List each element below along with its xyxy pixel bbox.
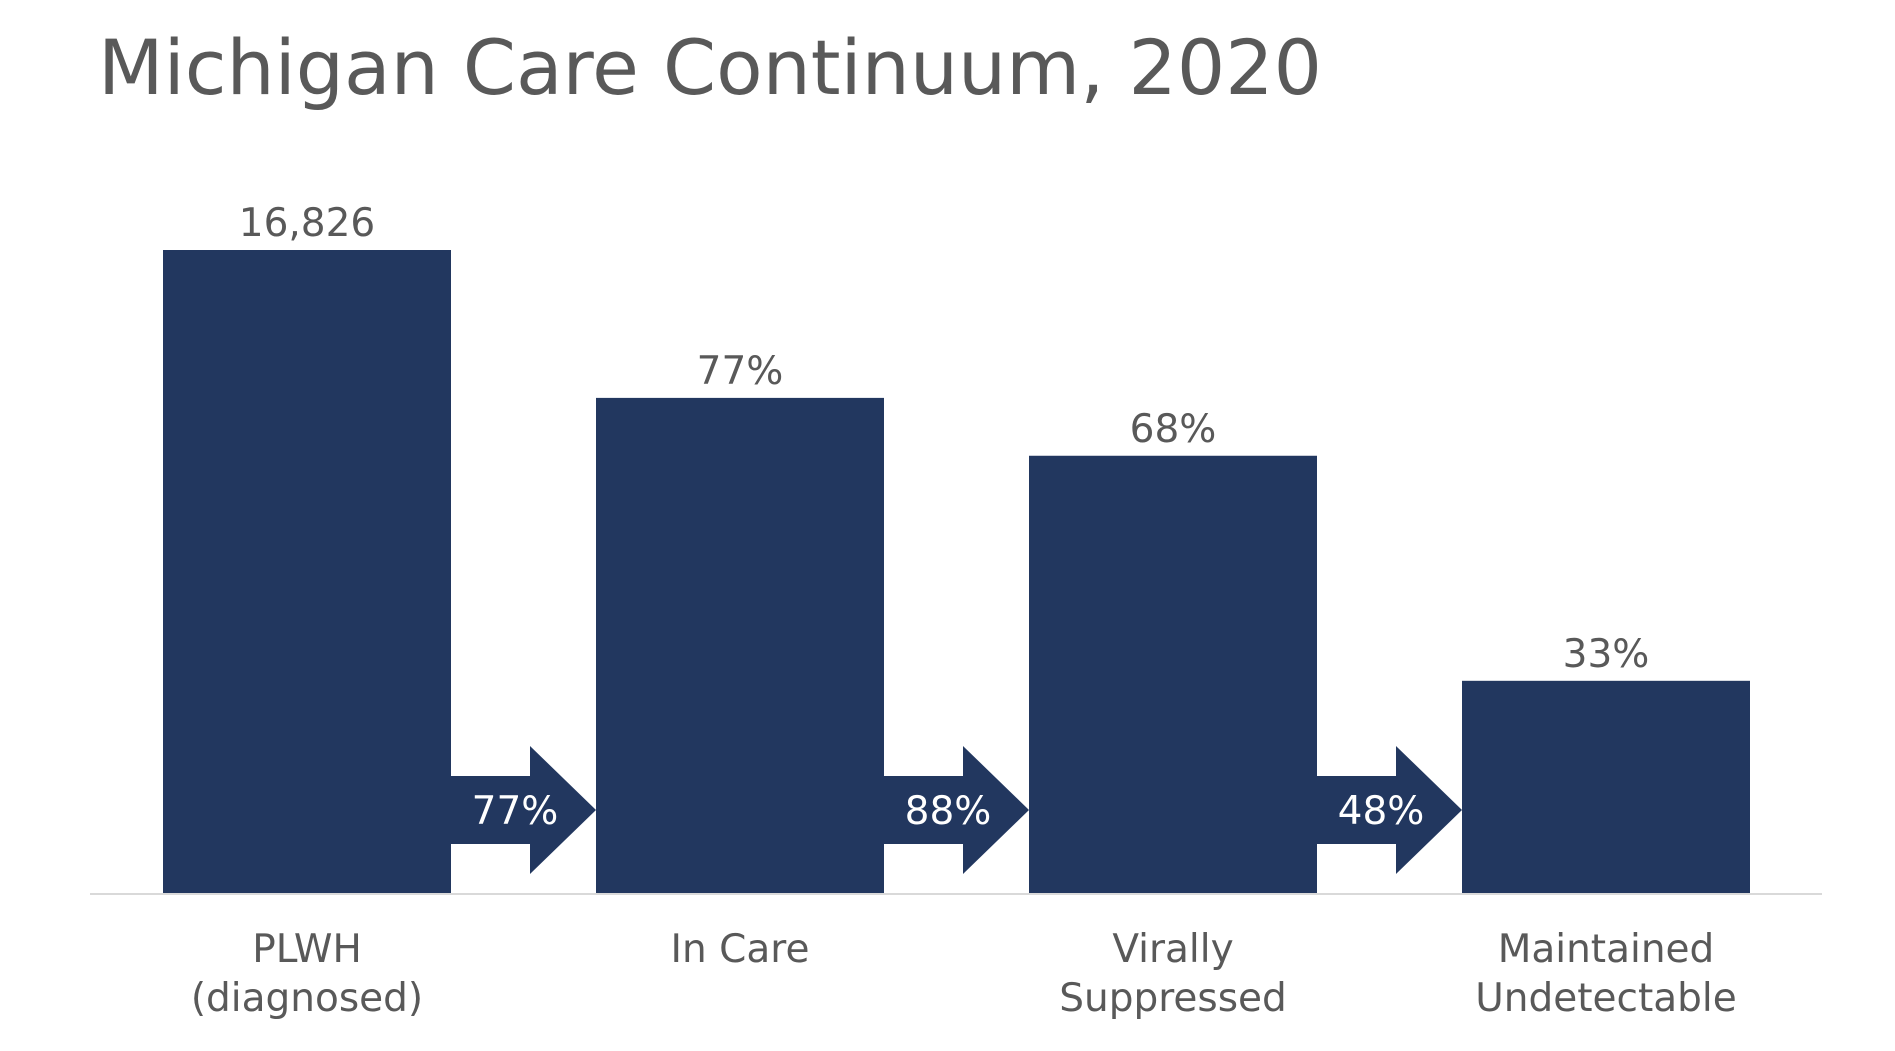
bar-value-label: 16,826 (239, 201, 375, 246)
bar (1462, 680, 1750, 893)
step-arrow-label: 77% (472, 789, 559, 834)
step-arrow (884, 746, 1029, 874)
bar (163, 250, 451, 893)
bars-layer (163, 250, 1750, 893)
category-label: Undetectable (1475, 976, 1737, 1021)
labels-layer: 16,826 PLWH(diagnosed) 77% In Care 68% Virall… (191, 201, 1737, 1021)
category-label: In Care (671, 927, 810, 972)
bar-value-label: 68% (1130, 407, 1217, 452)
category-label: PLWH (252, 927, 362, 972)
category-label: Virally (1112, 927, 1233, 972)
bar-value-label: 77% (697, 349, 784, 394)
category-label: (diagnosed) (191, 976, 423, 1021)
step-arrow (451, 746, 596, 874)
bar (1029, 455, 1317, 893)
step-arrow-label: 88% (905, 789, 992, 834)
chart-title: Michigan Care Continuum, 2020 (98, 23, 1322, 112)
category-label: Suppressed (1059, 976, 1287, 1021)
bar (596, 397, 884, 893)
step-arrow (1317, 746, 1462, 874)
arrows-layer: 77% 88% 48% (451, 746, 1462, 874)
bar-value-label: 33% (1563, 632, 1650, 677)
step-arrow-label: 48% (1338, 789, 1425, 834)
category-label: Maintained (1498, 927, 1715, 972)
